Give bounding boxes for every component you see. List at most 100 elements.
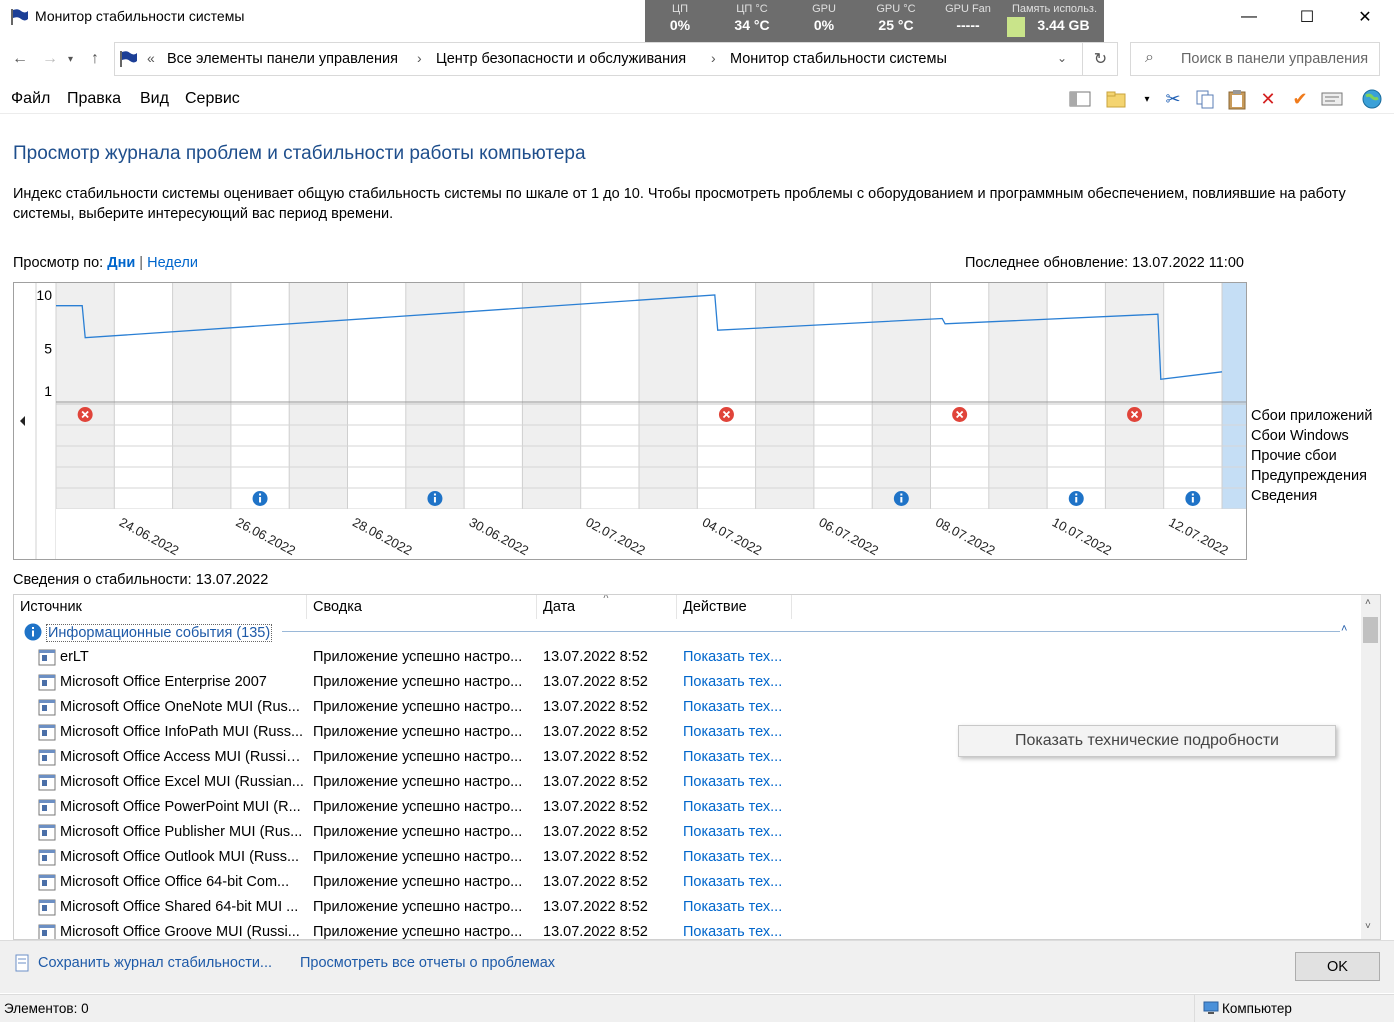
- address-overflow[interactable]: «: [147, 50, 155, 66]
- close-button[interactable]: ✕: [1358, 9, 1372, 26]
- bottom-bar: Сохранить журнал стабильности... Просмот…: [0, 941, 1394, 993]
- hw-label: ЦП: [671, 3, 689, 15]
- scroll-up-icon[interactable]: ˄: [1365, 597, 1371, 608]
- column-header-date[interactable]: Дата: [543, 599, 576, 615]
- details-title: Сведения о стабильности: 13.07.2022: [13, 572, 269, 588]
- hw-value: 25 °C: [878, 17, 914, 33]
- properties-icon[interactable]: [1320, 88, 1344, 110]
- show-technical-details-link[interactable]: Показать тех...: [683, 924, 783, 940]
- table-row[interactable]: Microsoft Office Excel MUI (Russian... Пр…: [14, 770, 1362, 795]
- table-row[interactable]: Microsoft Office Publisher MUI (Rus... Пр…: [14, 820, 1362, 845]
- table-row[interactable]: Microsoft Office Enterprise 2007 Приложен…: [14, 670, 1362, 695]
- column-divider[interactable]: [791, 595, 792, 619]
- show-technical-details-link[interactable]: Показать тех...: [683, 849, 783, 865]
- group-label[interactable]: Информационные события (135): [46, 624, 273, 642]
- view-by-days-link[interactable]: Дни: [107, 255, 136, 271]
- column-divider[interactable]: [676, 595, 677, 619]
- info-glyph: [433, 493, 436, 496]
- table-row[interactable]: erLT Приложение успешно настро... 13.07.20…: [14, 645, 1362, 670]
- search-box[interactable]: ⌕ Поиск в панели управления: [1130, 42, 1380, 76]
- recent-chevron-icon[interactable]: ▾: [68, 54, 74, 65]
- column-header-summary[interactable]: Сводка: [313, 599, 362, 615]
- table-row[interactable]: Microsoft Office Outlook MUI (Russ... При…: [14, 845, 1362, 870]
- scroll-down-icon[interactable]: ˅: [1365, 921, 1371, 932]
- column-divider[interactable]: [536, 595, 537, 619]
- show-technical-details-link[interactable]: Показать тех...: [683, 724, 783, 740]
- table-row[interactable]: Microsoft Office Shared 64-bit MUI ... Пр…: [14, 895, 1362, 920]
- breadcrumb-security-center[interactable]: Центр безопасности и обслуживания: [436, 51, 687, 67]
- maximize-button[interactable]: ☐: [1299, 9, 1315, 26]
- search-icon: ⌕: [1145, 49, 1154, 66]
- show-technical-details-link[interactable]: Показать тех...: [683, 899, 783, 915]
- scroll-thumb[interactable]: [1363, 617, 1378, 643]
- breadcrumb-reliability-monitor[interactable]: Монитор стабильности системы: [730, 51, 947, 67]
- day-column: [755, 283, 814, 509]
- menu-file[interactable]: Файл: [11, 90, 51, 107]
- collapse-chevron-icon[interactable]: ˄: [1341, 623, 1348, 635]
- scroll-left-arrow-icon[interactable]: [20, 416, 25, 426]
- cell-date: 13.07.2022 8:52: [543, 924, 648, 940]
- menu-tools[interactable]: Сервис: [185, 90, 240, 107]
- table-row[interactable]: Microsoft Office OneNote MUI (Rus... Прил…: [14, 695, 1362, 720]
- stability-chart[interactable]: 10 5 1 24.06.2022 26.06.2022 28.06.2022 30.06.…: [13, 282, 1303, 560]
- save-document-icon: [15, 954, 29, 972]
- table-row[interactable]: Microsoft Office PowerPoint MUI (R... При…: [14, 795, 1362, 820]
- group-header[interactable]: Информационные события (135) ˄: [14, 619, 1362, 644]
- menu-edit[interactable]: Правка: [67, 90, 122, 107]
- delete-icon[interactable]: ✕: [1260, 88, 1276, 109]
- table-row[interactable]: Microsoft Office InfoPath MUI (Russ... Пр…: [14, 720, 1362, 745]
- refresh-icon[interactable]: ↻: [1082, 42, 1118, 76]
- column-divider[interactable]: [306, 595, 307, 619]
- back-arrow-icon[interactable]: ←: [12, 50, 28, 67]
- search-input[interactable]: Поиск в панели управления: [1181, 51, 1369, 67]
- show-technical-details-link[interactable]: Показать тех...: [683, 874, 783, 890]
- hw-gpu-temp: GPU °C 25 °C: [861, 0, 931, 42]
- hw-cpu-temp: ЦП °C 34 °C: [717, 0, 787, 42]
- cell-date: 13.07.2022 8:52: [543, 724, 648, 740]
- globe-icon[interactable]: [1360, 88, 1384, 110]
- paste-icon[interactable]: [1225, 88, 1249, 110]
- application-icon: [38, 699, 56, 716]
- hw-gpu: GPU 0%: [789, 0, 859, 42]
- layout-icon[interactable]: [1068, 88, 1092, 110]
- address-dropdown-icon[interactable]: ⌄: [1057, 51, 1068, 65]
- view-by-weeks-link[interactable]: Недели: [147, 255, 198, 271]
- cell-date: 13.07.2022 8:52: [543, 874, 648, 890]
- cell-source: Microsoft Office PowerPoint MUI (R...: [60, 799, 301, 815]
- view-all-reports-link[interactable]: Просмотреть все отчеты о проблемах: [300, 955, 556, 971]
- application-icon: [38, 749, 56, 766]
- table-row[interactable]: Microsoft Office Groove MUI (Russi... При…: [14, 920, 1362, 940]
- show-technical-details-link[interactable]: Показать тех...: [683, 799, 783, 815]
- breadcrumb-control-panel[interactable]: Все элементы панели управления: [167, 51, 398, 67]
- show-technical-details-link[interactable]: Показать тех...: [683, 774, 783, 790]
- application-icon: [38, 774, 56, 791]
- checkmark-icon[interactable]: ✔: [1292, 88, 1308, 109]
- cut-icon[interactable]: ✂: [1165, 88, 1181, 109]
- day-column: [813, 283, 873, 509]
- forward-arrow-icon[interactable]: →: [42, 50, 58, 67]
- save-history-link[interactable]: Сохранить журнал стабильности...: [38, 955, 273, 971]
- day-column: [230, 283, 290, 509]
- address-bar[interactable]: « Все элементы панели управления › Центр…: [114, 42, 1118, 76]
- show-technical-details-link[interactable]: Показать тех...: [683, 674, 783, 690]
- ok-button[interactable]: OK: [1295, 952, 1380, 981]
- table-row[interactable]: Microsoft Office Office 64-bit Com... При…: [14, 870, 1362, 895]
- table-row[interactable]: Microsoft Office Access MUI (Russia... Пр…: [14, 745, 1362, 770]
- show-technical-details-link[interactable]: Показать тех...: [683, 699, 783, 715]
- folder-icon[interactable]: [1104, 88, 1128, 110]
- show-technical-details-link[interactable]: Показать тех...: [683, 649, 783, 665]
- show-technical-details-link[interactable]: Показать тех...: [683, 749, 783, 765]
- column-header-action[interactable]: Действие: [683, 599, 747, 615]
- column-header-source[interactable]: Источник: [20, 599, 82, 615]
- show-technical-details-button[interactable]: Показать технические подробности: [958, 725, 1336, 757]
- show-technical-details-link[interactable]: Показать тех...: [683, 824, 783, 840]
- menu-view[interactable]: Вид: [140, 90, 169, 107]
- vertical-scrollbar[interactable]: ˄ ˅: [1361, 595, 1380, 939]
- up-arrow-icon[interactable]: ↑: [91, 50, 99, 67]
- minimize-button[interactable]: —: [1241, 8, 1257, 25]
- cell-summary: Приложение успешно настро...: [313, 849, 523, 865]
- copy-icon[interactable]: [1193, 88, 1217, 110]
- info-icon: [24, 623, 42, 641]
- folder-dropdown-icon[interactable]: ▾: [1144, 93, 1150, 105]
